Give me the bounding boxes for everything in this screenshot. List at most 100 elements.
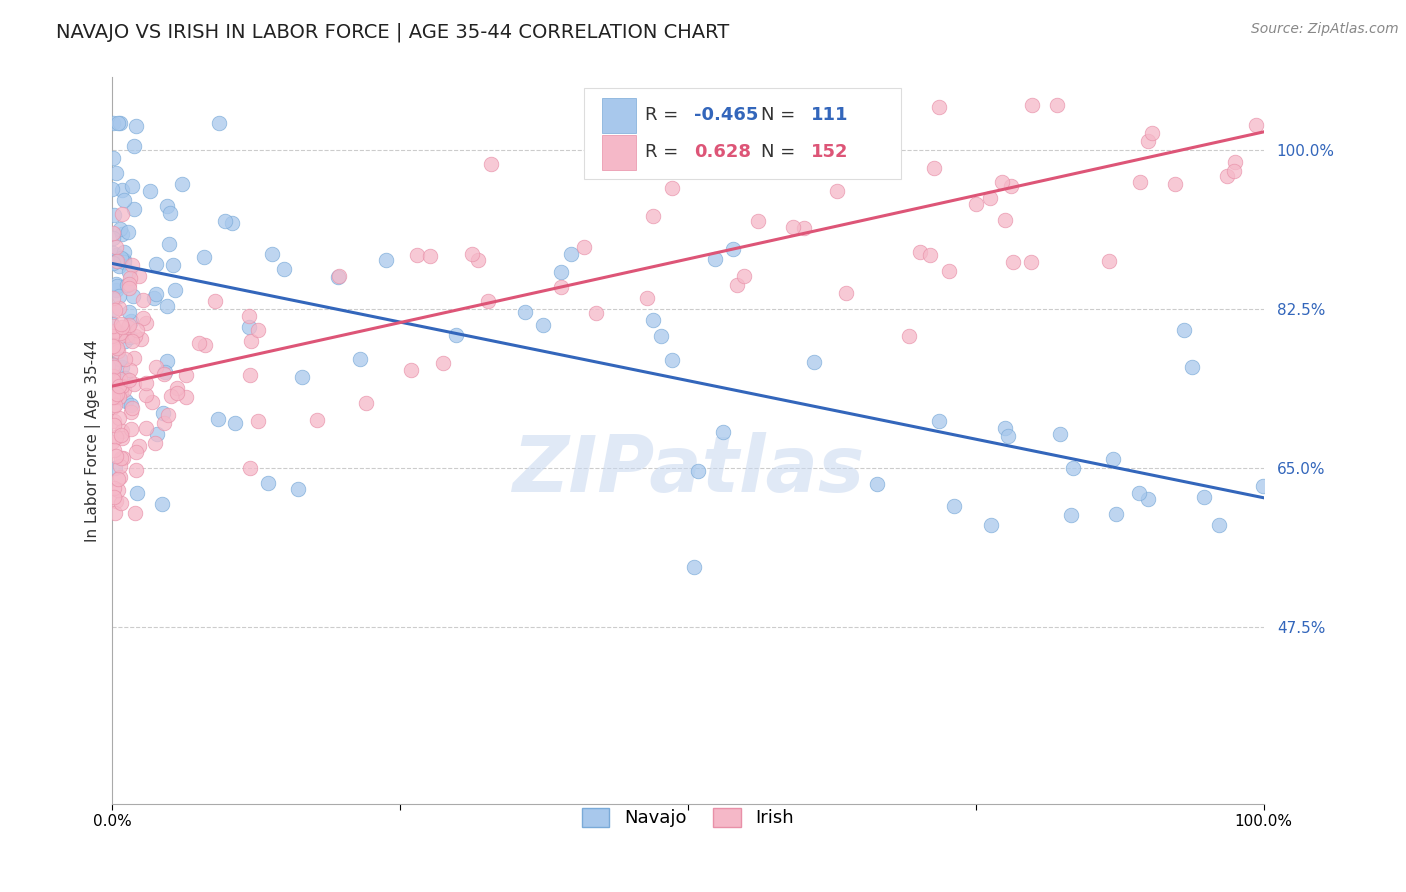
Point	[103, 208, 125, 222]
Point	[132, 293, 155, 307]
Point	[214, 213, 236, 227]
Point	[110, 227, 132, 241]
Point	[101, 116, 124, 130]
Point	[110, 470, 132, 484]
Point	[866, 477, 889, 491]
Point	[747, 214, 769, 228]
Point	[110, 372, 132, 386]
Point	[121, 401, 143, 416]
Point	[1140, 126, 1163, 140]
Point	[111, 424, 134, 438]
Point	[835, 286, 858, 301]
FancyBboxPatch shape	[602, 98, 636, 133]
Point	[118, 304, 141, 318]
Point	[467, 252, 489, 267]
Point	[1129, 175, 1152, 189]
Point	[105, 248, 128, 262]
Point	[110, 496, 132, 510]
Point	[444, 328, 467, 343]
Point	[110, 385, 132, 400]
Point	[1164, 177, 1187, 191]
Point	[399, 362, 422, 376]
Point	[105, 279, 128, 293]
Point	[111, 183, 134, 197]
Point	[803, 355, 825, 369]
Point	[104, 302, 127, 317]
Point	[125, 463, 148, 477]
Point	[108, 116, 131, 130]
Point	[107, 289, 129, 303]
Point	[650, 329, 672, 343]
Point	[187, 335, 209, 350]
Point	[111, 450, 134, 465]
Point	[793, 221, 815, 235]
Point	[103, 318, 125, 333]
Point	[238, 309, 260, 323]
Point	[1060, 508, 1083, 522]
Point	[132, 311, 155, 326]
Point	[704, 252, 727, 266]
Point	[107, 411, 129, 425]
Point	[938, 263, 960, 277]
Point	[661, 352, 683, 367]
Point	[105, 254, 128, 268]
Point	[105, 341, 128, 355]
Point	[125, 120, 148, 134]
Point	[174, 368, 197, 382]
Point	[121, 258, 143, 272]
Point	[104, 399, 127, 413]
Point	[375, 253, 398, 268]
Point	[128, 269, 150, 284]
Point	[157, 236, 180, 251]
Point	[354, 396, 377, 410]
Point	[221, 216, 243, 230]
Text: NAVAJO VS IRISH IN LABOR FORCE | AGE 35-44 CORRELATION CHART: NAVAJO VS IRISH IN LABOR FORCE | AGE 35-…	[56, 22, 730, 42]
Point	[898, 329, 921, 343]
Point	[114, 334, 136, 349]
Point	[104, 429, 127, 443]
Point	[104, 283, 127, 297]
Point	[101, 231, 124, 245]
Text: 152: 152	[811, 143, 849, 161]
Point	[170, 177, 193, 191]
Point	[145, 426, 167, 441]
Point	[101, 339, 124, 353]
Point	[108, 458, 131, 473]
Point	[115, 327, 138, 342]
Point	[122, 139, 145, 153]
Point	[114, 351, 136, 366]
Point	[166, 386, 188, 401]
Point	[112, 253, 135, 268]
Point	[922, 161, 945, 176]
Point	[980, 517, 1002, 532]
Point	[686, 464, 709, 478]
Point	[118, 330, 141, 344]
Point	[208, 116, 231, 130]
Point	[108, 329, 131, 343]
Point	[101, 291, 124, 305]
FancyBboxPatch shape	[602, 135, 636, 169]
Legend: Navajo, Irish: Navajo, Irish	[575, 801, 801, 835]
Point	[1192, 490, 1215, 504]
Point	[135, 388, 157, 402]
Point	[117, 320, 139, 334]
Point	[108, 222, 131, 236]
Point	[1215, 169, 1237, 184]
Point	[101, 358, 124, 372]
Point	[979, 191, 1001, 205]
Point	[152, 406, 174, 420]
Point	[1225, 154, 1247, 169]
Point	[101, 372, 124, 386]
Point	[782, 219, 804, 234]
Point	[110, 427, 132, 442]
Point	[943, 500, 966, 514]
Point	[107, 343, 129, 358]
Point	[636, 291, 658, 305]
Point	[260, 246, 283, 260]
Point	[156, 354, 179, 368]
Point	[1136, 491, 1159, 506]
Point	[107, 379, 129, 393]
Point	[101, 400, 124, 414]
Point	[124, 506, 146, 520]
Point	[291, 370, 314, 384]
